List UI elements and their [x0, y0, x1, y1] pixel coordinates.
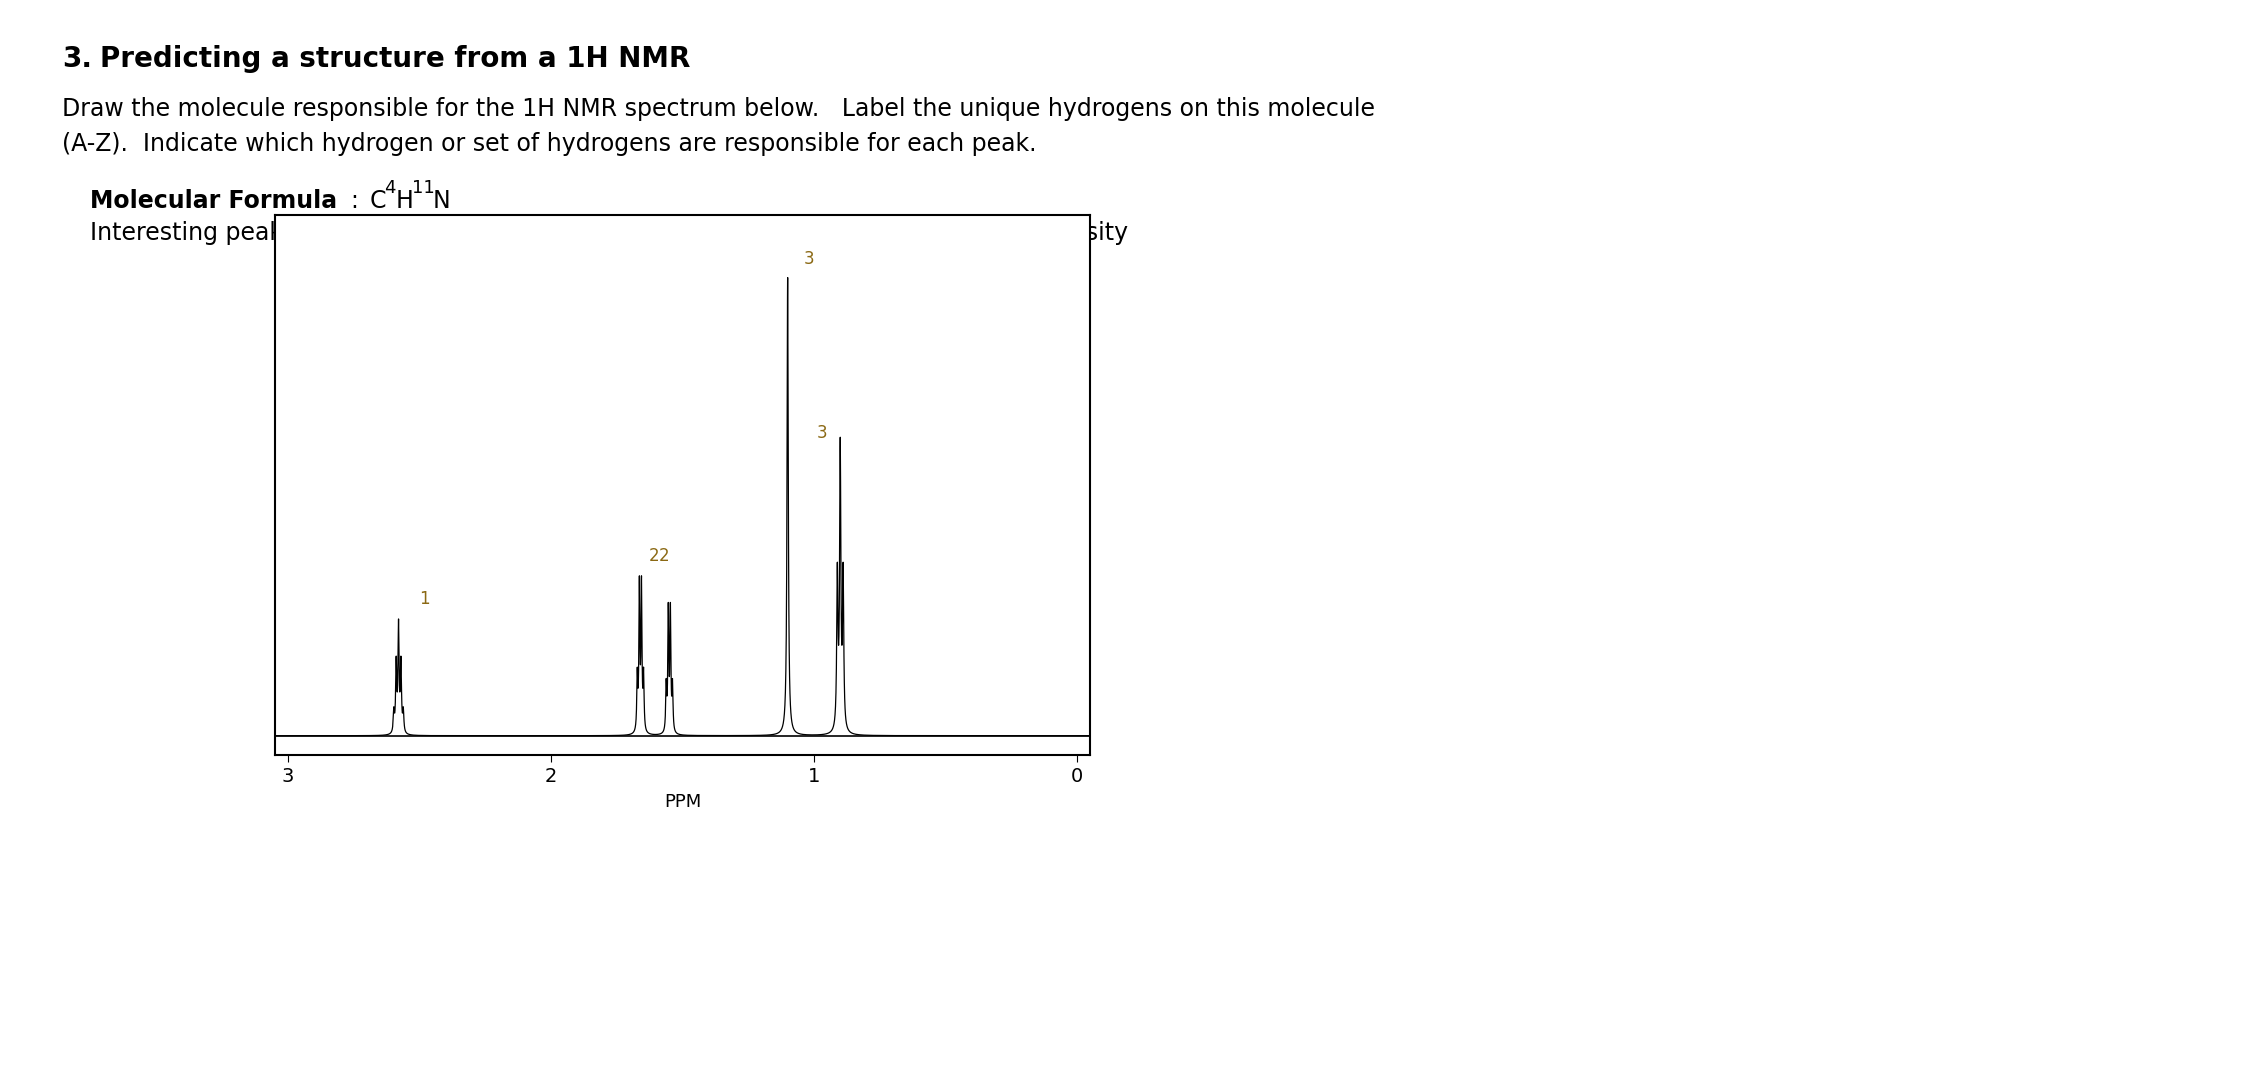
- Text: 2: 2: [648, 547, 659, 564]
- Text: 4: 4: [385, 179, 396, 197]
- Text: 3: 3: [803, 250, 814, 268]
- Text: :: :: [351, 189, 358, 213]
- Text: 3.: 3.: [63, 45, 92, 73]
- Text: (A-Z).  Indicate which hydrogen or set of hydrogens are responsible for each pea: (A-Z). Indicate which hydrogen or set of…: [63, 132, 1037, 157]
- Text: N: N: [434, 189, 450, 213]
- Text: Molecular Formula: Molecular Formula: [90, 189, 337, 213]
- Text: 3: 3: [816, 424, 828, 441]
- Text: Predicting a structure from a 1H NMR: Predicting a structure from a 1H NMR: [99, 45, 690, 73]
- Text: IR: IR: [322, 221, 349, 245]
- Text: 2: 2: [659, 547, 670, 564]
- Text: Draw the molecule responsible for the 1H NMR spectrum below.   Label the unique : Draw the molecule responsible for the 1H…: [63, 97, 1374, 121]
- Text: ):  3367 (broad, m), 3289 (broad, m)   m= medium intensity: ): 3367 (broad, m), 3289 (broad, m) m= m…: [418, 221, 1129, 245]
- Text: 1: 1: [421, 590, 430, 608]
- Text: C: C: [371, 189, 387, 213]
- X-axis label: PPM: PPM: [663, 792, 702, 811]
- Text: Interesting peaks in: Interesting peaks in: [90, 221, 333, 245]
- Text: 11: 11: [412, 179, 434, 197]
- Text: −1: −1: [400, 235, 427, 253]
- Text: (cm: (cm: [353, 221, 405, 245]
- Text: H: H: [396, 189, 414, 213]
